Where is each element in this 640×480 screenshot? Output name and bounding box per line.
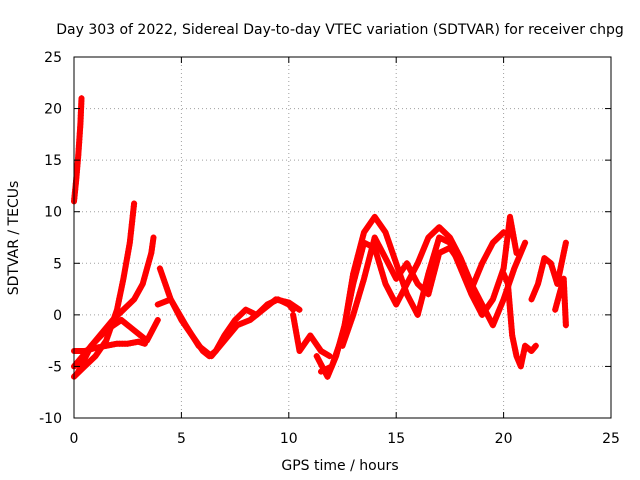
- series-arc-10: [318, 224, 529, 375]
- x-tick-label: 5: [177, 431, 186, 447]
- series-arc-7: [154, 296, 303, 360]
- y-tick-label: 0: [53, 308, 62, 324]
- y-tick-label: 10: [44, 205, 62, 221]
- y-tick-label: -10: [39, 411, 62, 427]
- series-markers: [552, 275, 569, 329]
- x-axis-label: GPS time / hours: [281, 458, 398, 474]
- data-series: [71, 95, 569, 380]
- series-markers: [500, 270, 539, 370]
- plot-frame: [73, 56, 612, 419]
- series-arc-4: [71, 338, 148, 354]
- series-arc-12: [500, 270, 539, 370]
- series-arc-9: [313, 213, 520, 380]
- y-axis-ticks: -10 -5 0 5 10 15 20 25: [39, 50, 611, 427]
- grid-lines: [74, 57, 611, 418]
- series-markers: [290, 311, 333, 360]
- x-tick-label: 15: [387, 431, 405, 447]
- chart-title: Day 303 of 2022, Sidereal Day-to-day VTE…: [56, 22, 624, 38]
- series-arc-5: [75, 317, 161, 375]
- x-tick-label: 10: [280, 431, 298, 447]
- series-arc-14: [552, 275, 569, 329]
- y-tick-label: 20: [44, 102, 62, 118]
- series-markers: [528, 239, 569, 303]
- x-tick-label: 25: [602, 431, 620, 447]
- series-markers: [75, 317, 161, 375]
- series-markers: [339, 229, 507, 349]
- x-axis-ticks: 0 5 10 15 20 25: [70, 57, 620, 447]
- series-band: [313, 213, 520, 380]
- y-tick-label: 25: [44, 50, 62, 66]
- y-tick-label: 5: [53, 256, 62, 272]
- x-tick-label: 0: [70, 431, 79, 447]
- x-tick-label: 20: [495, 431, 513, 447]
- y-axis-label: SDTVAR / TECUs: [6, 181, 22, 296]
- series-arc-11: [339, 229, 507, 349]
- series-markers: [313, 213, 520, 380]
- series-arc-13: [528, 239, 569, 303]
- series-markers: [318, 224, 529, 375]
- series-arc-1: [71, 95, 85, 205]
- series-arc-8: [290, 311, 333, 360]
- y-tick-label: -5: [48, 359, 62, 375]
- series-markers: [154, 296, 303, 360]
- y-tick-label: 15: [44, 153, 62, 169]
